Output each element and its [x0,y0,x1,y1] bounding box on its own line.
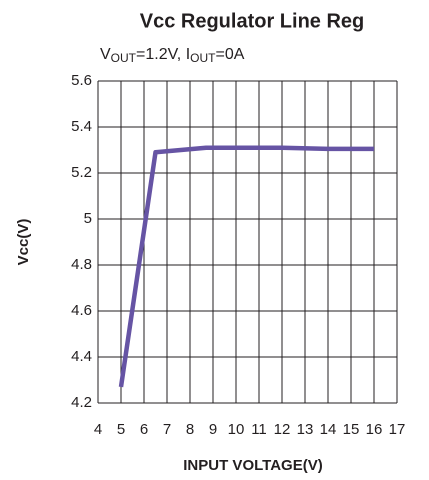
x-tick-label: 14 [320,421,337,438]
y-tick-label: 4.2 [71,394,92,411]
x-tick-label: 11 [251,421,267,438]
x-tick-label: 15 [343,421,360,438]
y-tick-label: 5.6 [71,72,92,89]
chart-subtitle: VOUT=1.2V, IOUT=0A [100,46,245,65]
y-tick-label: 4.6 [71,302,92,319]
y-axis-label: Vcc(V) [15,219,32,266]
x-tick-label: 9 [209,421,217,438]
y-tick-label: 5.4 [71,118,92,135]
subtitle-part: =1.2V, I [136,46,190,63]
y-tick-label: 5.2 [71,164,92,181]
x-tick-label: 7 [163,421,171,438]
y-tick-label: 4.4 [71,348,92,365]
y-tick-label: 4.8 [71,256,92,273]
chart-title: Vcc Regulator Line Reg [140,10,365,32]
x-tick-label: 13 [297,421,314,438]
x-tick-label: 17 [389,421,406,438]
x-axis-label: INPUT VOLTAGE(V) [183,457,322,474]
x-tick-label: 8 [186,421,194,438]
x-tick-label: 10 [228,421,245,438]
subtitle-part: OUT [190,51,216,65]
subtitle-part: OUT [111,51,137,65]
x-tick-label: 5 [117,421,125,438]
x-tick-label: 6 [140,421,148,438]
x-tick-label: 16 [366,421,383,438]
x-tick-label: 4 [94,421,102,438]
x-tick-label: 12 [274,421,291,438]
y-tick-label: 5 [84,210,92,227]
subtitle-part: V [100,46,111,63]
subtitle-part: =0A [215,46,244,63]
data-line [118,145,374,388]
